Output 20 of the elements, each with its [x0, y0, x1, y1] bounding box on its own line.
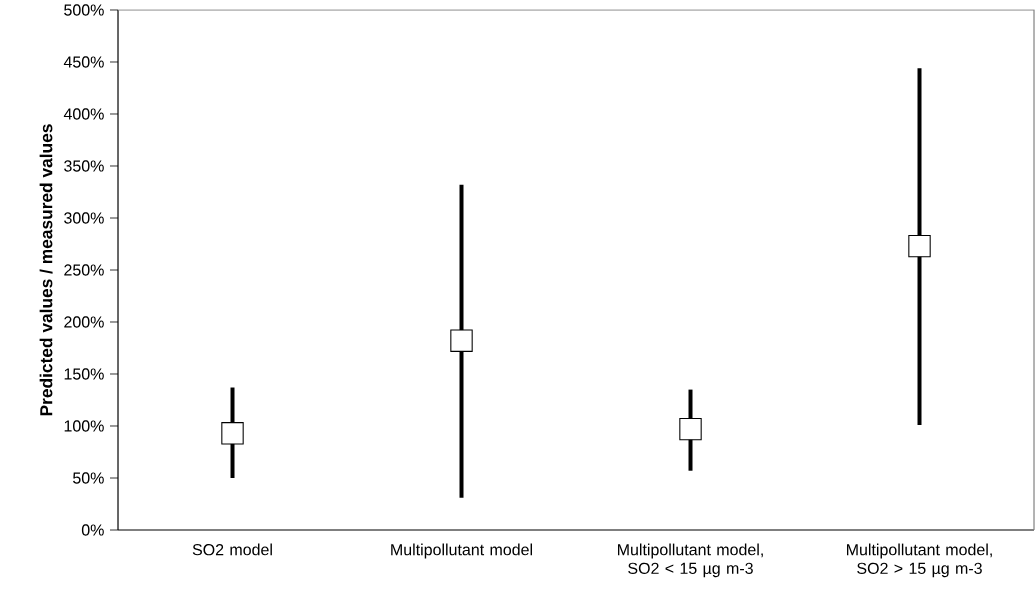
y-tick-label: 350%	[64, 160, 104, 172]
point	[450, 329, 473, 352]
y-tick-label: 400%	[63, 108, 104, 120]
point	[679, 417, 702, 441]
y-tick-label: 450%	[63, 56, 104, 68]
x-tick-label: Multipollutant model, SO2 < 15 µg m-3	[618, 543, 763, 578]
x-tick-label: Multipollutant model	[391, 543, 532, 559]
point	[221, 422, 244, 445]
y-tick-label: 100%	[64, 420, 104, 432]
y-tick-label: 300%	[64, 212, 104, 224]
y-axis-title: Predicted values / measured values	[39, 124, 53, 416]
point	[908, 234, 931, 258]
x-tick-label: Multipollutant model, SO2 > 15 µg m-3	[847, 543, 992, 578]
y-tick-label: 250%	[64, 264, 104, 276]
x-tick-label: SO2 model	[192, 543, 272, 556]
y-tick-label: 200%	[64, 316, 104, 328]
y-tick-label: 150%	[64, 368, 104, 380]
y-tick-label: 500%	[64, 4, 104, 16]
y-tick-label: 0%	[81, 524, 104, 536]
y-tick-label: 50%	[73, 472, 104, 484]
